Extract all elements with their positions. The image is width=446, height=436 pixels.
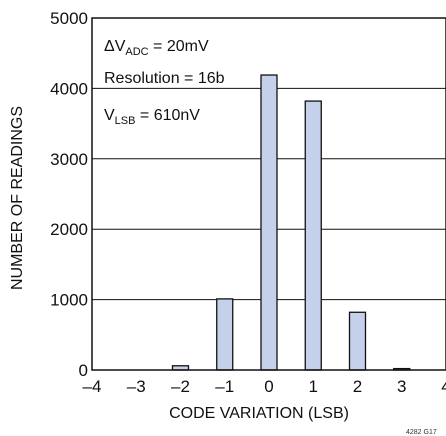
x-tick-label: –2 [171, 377, 190, 396]
bar-2 [348, 311, 367, 371]
bars [171, 74, 411, 371]
y-axis-title: NUMBER OF READINGS [9, 106, 26, 290]
x-tick-label: –3 [127, 377, 146, 396]
x-tick-label: 4 [441, 377, 446, 396]
y-tick-label: 4000 [50, 79, 88, 98]
bar--1 [216, 298, 234, 371]
y-tick-label: 2000 [50, 220, 88, 239]
x-axis-title: CODE VARIATION (LSB) [169, 405, 349, 422]
x-tick-label: 2 [353, 377, 362, 396]
x-tick-label: 0 [264, 377, 273, 396]
x-tick-label: –1 [215, 377, 234, 396]
y-tick-label: 1000 [50, 291, 88, 310]
annotation-resolution: Resolution = 16b [104, 70, 225, 87]
plot-frame [91, 17, 446, 371]
bar-1 [304, 100, 322, 371]
annotation-delta-vadc: ΔVADC = 20mV [104, 38, 209, 58]
x-tick-labels: –4 –3 –2 –1 0 1 2 3 4 [83, 377, 446, 396]
x-tick-label: –4 [83, 377, 102, 396]
annotation-vlsb: VLSB = 610nV [104, 107, 200, 127]
figure-id: 4282 G17 [406, 429, 437, 436]
x-tick-label: 3 [397, 377, 406, 396]
y-tick-label: 0 [79, 361, 88, 380]
y-tick-labels: 0 1000 2000 3000 4000 5000 [50, 9, 88, 380]
x-tick-label: 1 [309, 377, 318, 396]
bar-0 [260, 74, 278, 371]
y-tick-label: 5000 [50, 9, 88, 28]
y-tick-label: 3000 [50, 150, 88, 169]
